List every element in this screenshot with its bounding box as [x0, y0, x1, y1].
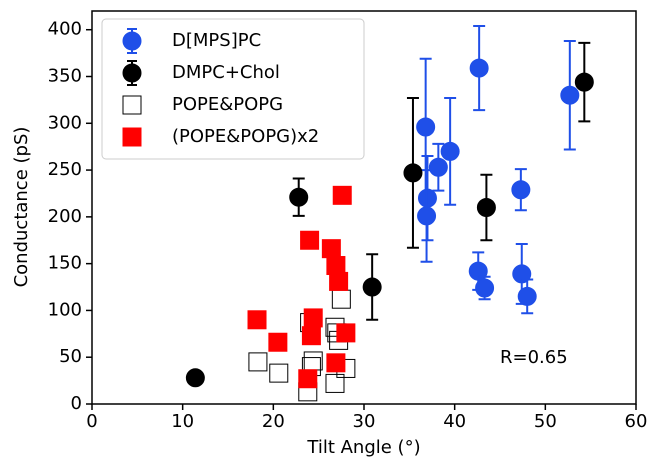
point [248, 352, 268, 372]
y-tick-label: 150 [48, 253, 82, 274]
y-tick-label: 300 [48, 112, 82, 133]
point [476, 198, 496, 217]
point [300, 230, 320, 250]
point [269, 363, 289, 383]
legend-label: (POPE&POPG)x2 [172, 126, 319, 147]
point [403, 163, 423, 183]
x-tick-label: 20 [262, 411, 285, 432]
legend-label: POPE&POPG [172, 94, 283, 115]
point [298, 369, 318, 389]
x-tick-label: 30 [353, 411, 376, 432]
point [336, 323, 356, 343]
point [560, 85, 580, 105]
y-axis-label: Conductance (pS) [11, 127, 32, 288]
point [428, 157, 448, 177]
annotation: R=0.65 [500, 347, 568, 368]
point [326, 353, 346, 373]
point [511, 180, 531, 200]
legend-label: DMPC+Chol [172, 62, 280, 83]
x-tick-label: 40 [443, 411, 466, 432]
legend-marker [122, 127, 142, 147]
point [289, 187, 309, 207]
point [303, 308, 323, 328]
x-tick-label: 10 [171, 411, 194, 432]
point [574, 72, 594, 92]
point [268, 332, 288, 352]
legend-box [101, 18, 365, 160]
point [440, 141, 460, 161]
y-tick-label: 50 [59, 346, 82, 367]
legend-label: D[MPS]PC [172, 30, 261, 51]
legend-marker [122, 95, 142, 115]
plot-frame [91, 10, 637, 405]
point [512, 264, 532, 284]
point [185, 368, 205, 388]
point [326, 256, 346, 276]
point [416, 117, 436, 137]
point [247, 310, 267, 330]
x-tick-label: 50 [534, 411, 557, 432]
legend-marker [122, 31, 142, 51]
point [417, 206, 437, 226]
x-tick-label: 0 [86, 411, 97, 432]
point [362, 277, 382, 297]
y-tick-label: 250 [48, 159, 82, 180]
point [325, 373, 345, 393]
point [301, 326, 321, 346]
y-tick-label: 100 [48, 299, 82, 320]
point [332, 185, 352, 205]
point [321, 239, 341, 259]
y-tick-label: 0 [71, 393, 82, 414]
point [469, 58, 489, 78]
y-tick-label: 400 [48, 19, 82, 40]
point [517, 286, 537, 306]
point [475, 278, 495, 298]
point [468, 261, 488, 281]
x-tick-label: 60 [625, 411, 648, 432]
y-tick-label: 350 [48, 66, 82, 87]
x-axis-label: Tilt Angle (°) [306, 437, 420, 458]
y-tick-label: 200 [48, 206, 82, 227]
legend-marker [122, 63, 142, 83]
point [329, 271, 349, 291]
